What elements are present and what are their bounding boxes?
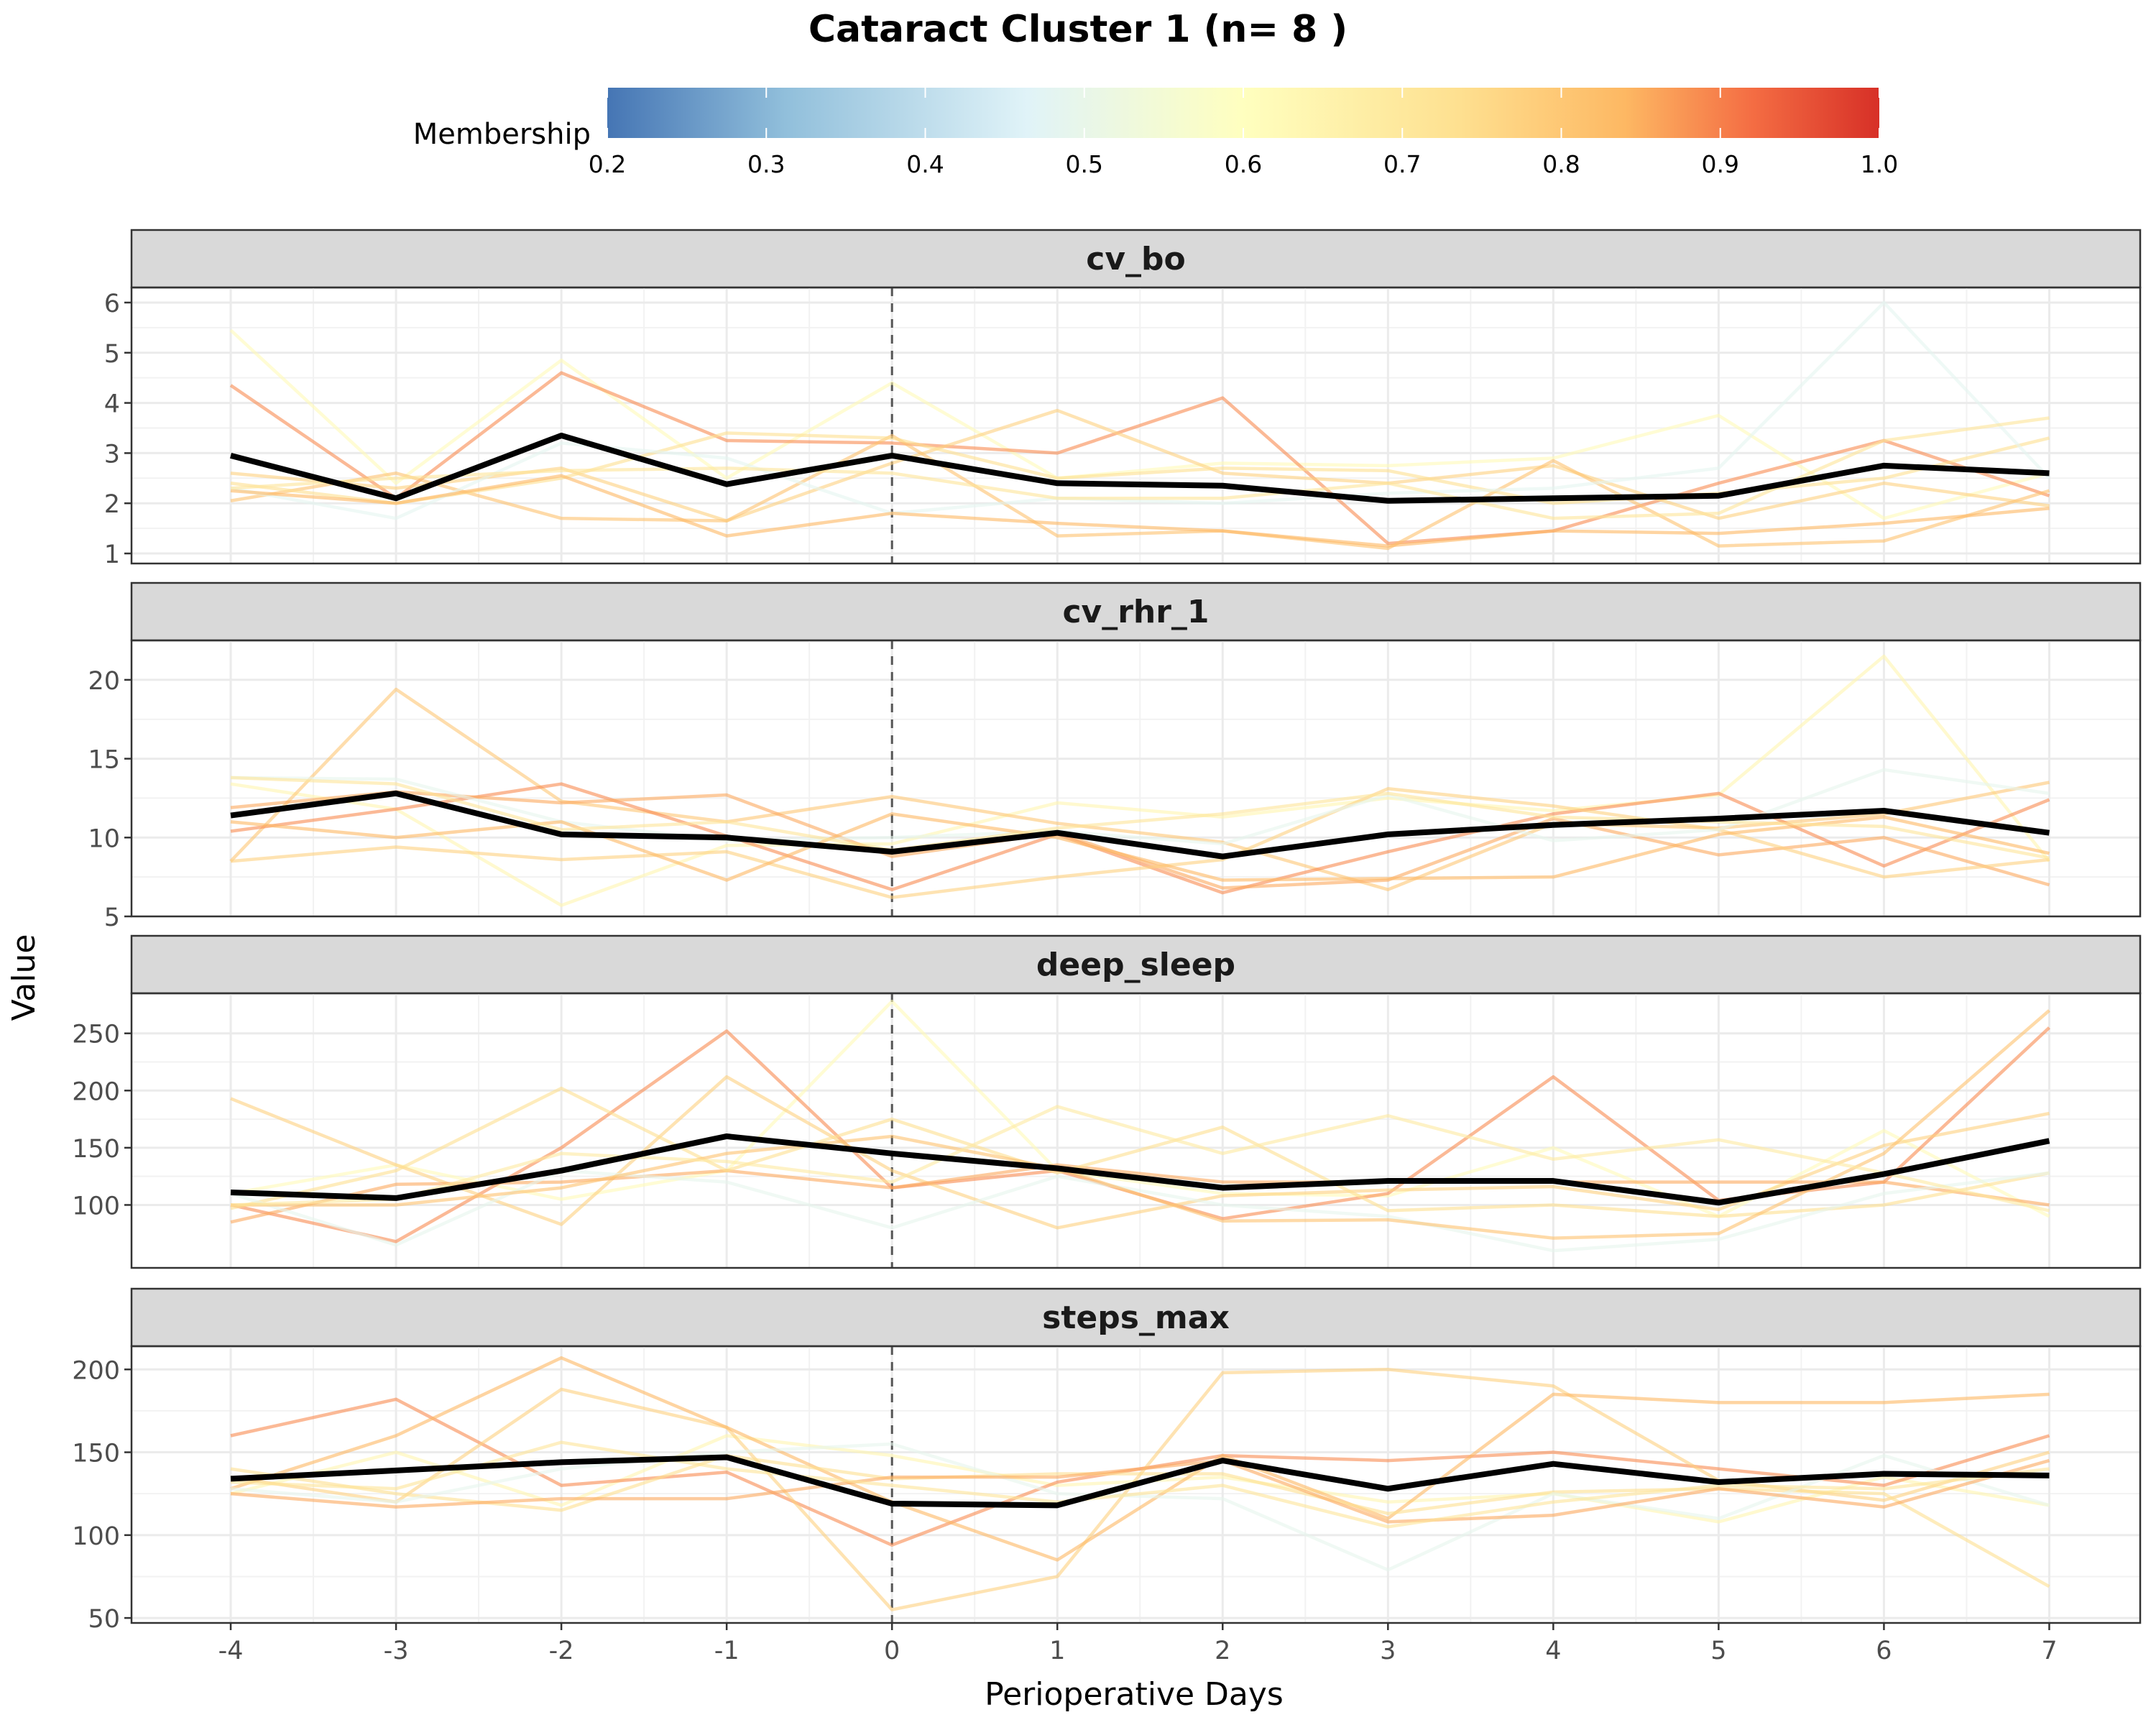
member-series-line: [231, 1009, 2050, 1240]
member-series-line: [230, 1169, 2050, 1253]
y-tick-label: 5: [104, 903, 120, 932]
legend-tick-label: 0.7: [1383, 150, 1421, 178]
y-tick-label: 10: [88, 824, 120, 853]
panel-border: [130, 992, 2142, 1269]
legend-tick-label: 0.2: [589, 150, 626, 178]
y-tick-label: 150: [72, 1440, 120, 1468]
x-tick-label: 0: [884, 1637, 900, 1665]
panel-cv-rhr-1: cv_rhr_1 5 10 15 20: [88, 581, 2142, 932]
membership-legend: Membership 0.2 0.3 0.4 0.5 0.6 0.7 0.8 0.9 1.0: [413, 88, 1898, 178]
legend-tick-label: 0.9: [1702, 150, 1739, 178]
member-series-line: [229, 687, 2050, 891]
member-series-line: [230, 999, 2050, 1218]
legend-tick-label: 1.0: [1861, 150, 1898, 178]
y-tick-label: 100: [72, 1522, 120, 1551]
x-tick-label: 1: [1049, 1637, 1065, 1665]
cluster-mean-line: [230, 432, 2050, 504]
member-series-line: [229, 371, 2050, 546]
panel-cv-bo: cv_bo 1 2 3 4 5 6: [104, 229, 2142, 569]
y-tick-label: 200: [72, 1077, 120, 1106]
legend-title: Membership: [413, 118, 591, 151]
member-series-line: [230, 300, 2051, 520]
x-tick-label: 3: [1380, 1637, 1396, 1665]
x-tick-label: -1: [714, 1637, 740, 1665]
facet-label: deep_sleep: [1036, 947, 1235, 983]
panel-border: [130, 1345, 2142, 1624]
member-series-line: [230, 812, 2050, 882]
facet-strip: [130, 1287, 2142, 1348]
y-tick-label: 3: [104, 440, 120, 469]
facet-label: cv_bo: [1086, 241, 1186, 277]
y-tick-label: 6: [104, 290, 120, 318]
x-tick-label: 6: [1876, 1637, 1892, 1665]
y-tick-label: 4: [104, 390, 120, 419]
y-tick-label: 200: [72, 1356, 120, 1385]
y-tick-label: 50: [88, 1605, 120, 1634]
member-series-line: [230, 1458, 2050, 1524]
member-series-line: [230, 1453, 2050, 1588]
cluster-mean-line: [230, 1454, 2050, 1509]
legend-tick-label: 0.5: [1066, 150, 1103, 178]
y-tick-label: 250: [72, 1021, 120, 1049]
y-tick-label: 20: [88, 667, 120, 696]
cluster-mean-line: [230, 1133, 2050, 1206]
panel-deep-sleep: deep_sleep 100 150 200 250: [72, 934, 2142, 1269]
chart-title: Cataract Cluster 1 (n= 8 ): [808, 8, 1348, 51]
member-series-line: [230, 416, 2050, 520]
x-tick-label: -4: [218, 1637, 244, 1665]
cluster-mean-line: [230, 790, 2050, 860]
x-axis-label: Perioperative Days: [985, 1676, 1284, 1713]
legend-tick-label: 0.6: [1225, 150, 1262, 178]
member-series-line: [230, 654, 2051, 907]
member-series-line: [230, 1442, 2050, 1572]
panel-steps-max: steps_max 50 100 150 200: [72, 1287, 2142, 1634]
y-tick-label: 100: [72, 1192, 120, 1220]
facet-strip: [130, 934, 2142, 995]
x-tick-label: 2: [1215, 1637, 1230, 1665]
y-axis-label: Value: [6, 934, 42, 1021]
member-series-line: [230, 1086, 2050, 1218]
x-tick-label: -2: [549, 1637, 574, 1665]
member-series-line: [229, 328, 2050, 520]
facet-label: steps_max: [1042, 1300, 1230, 1336]
x-axis: -4 -3 -2 -1 0 1 2 3 4 5 6 7: [218, 1623, 2058, 1665]
legend-tick-label: 0.4: [906, 150, 944, 178]
facet-label: cv_rhr_1: [1062, 594, 1209, 630]
y-tick-label: 1: [104, 540, 120, 569]
panel-border: [130, 286, 2142, 565]
legend-tick-label: 0.8: [1542, 150, 1580, 178]
y-tick-label: 15: [88, 746, 120, 775]
member-series-line: [230, 474, 2050, 548]
x-tick-label: 5: [1710, 1637, 1726, 1665]
member-series-line: [230, 1105, 2050, 1213]
legend-tick-label: 0.3: [747, 150, 785, 178]
member-series-line: [230, 433, 2050, 551]
x-tick-label: 4: [1545, 1637, 1561, 1665]
y-tick-label: 2: [104, 490, 120, 519]
x-tick-label: -3: [384, 1637, 409, 1665]
member-series-line: [230, 1440, 2050, 1529]
member-series-line: [230, 1356, 2050, 1562]
member-series-line: [230, 782, 2050, 895]
panel-border: [130, 639, 2142, 918]
facet-strip: [130, 229, 2142, 289]
x-tick-label: 7: [2041, 1637, 2057, 1665]
facet-strip: [130, 581, 2142, 642]
y-tick-label: 150: [72, 1135, 120, 1164]
y-tick-label: 5: [104, 340, 120, 369]
member-series-line: [230, 776, 2050, 860]
member-series-line: [230, 787, 2050, 899]
